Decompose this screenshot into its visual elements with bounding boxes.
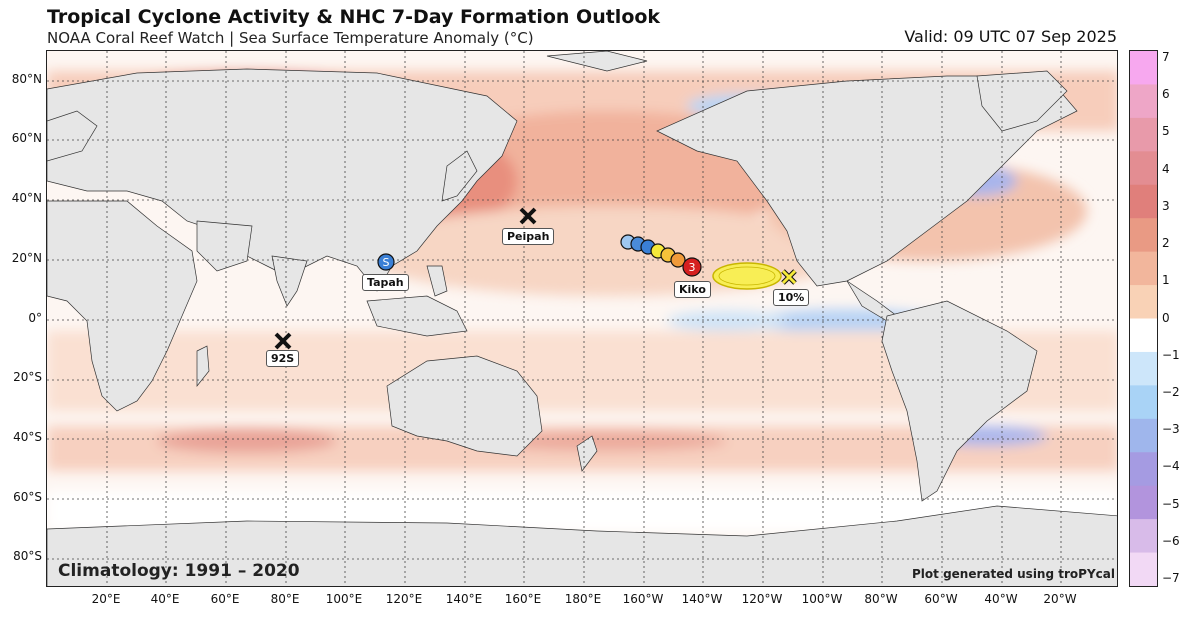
lat-label: 20°S	[13, 370, 42, 384]
colorbar-tick-label: 0	[1162, 310, 1170, 325]
colorbar-segment	[1130, 51, 1157, 85]
colorbar-tick-label: −5	[1162, 496, 1180, 511]
lon-label: 120°E	[385, 592, 423, 606]
climatology-note: Climatology: 1991 – 2020	[58, 561, 300, 581]
tapah-marker	[377, 253, 395, 271]
colorbar-tick-label: −1	[1162, 347, 1180, 362]
colorbar-tick-label: −2	[1162, 384, 1180, 399]
colorbar-tick-label: 3	[1162, 198, 1170, 213]
colorbar-tick-label: 7	[1162, 50, 1170, 64]
land-masses	[47, 51, 1117, 586]
colorbar-segment	[1130, 318, 1157, 353]
storm-label-92s: 92S	[266, 350, 300, 367]
chart-subtitle: NOAA Coral Reef Watch | Sea Surface Temp…	[47, 29, 534, 47]
lon-label: 80°E	[270, 592, 300, 606]
colorbar-tick-label: −7	[1162, 571, 1180, 585]
storm-label-kiko: Kiko	[674, 281, 711, 298]
lon-label: 40°E	[150, 592, 180, 606]
lat-label: 80°N	[11, 72, 42, 86]
lon-label: 80°W	[864, 592, 898, 606]
colorbar-tick-label: 6	[1162, 87, 1170, 102]
chart-title: Tropical Cyclone Activity & NHC 7-Day Fo…	[47, 6, 661, 28]
colorbar-segment	[1130, 452, 1157, 487]
outlook-label: 10%	[773, 289, 810, 306]
lat-label: 40°S	[13, 430, 42, 444]
lat-label: 0°	[28, 311, 42, 325]
kiko-current-position	[682, 257, 702, 277]
formation-outlook-area	[712, 262, 782, 290]
lon-label: 160°E	[504, 592, 542, 606]
colorbar-tick-label: −6	[1162, 533, 1180, 548]
plot-credit: Plot generated using troPYcal	[912, 567, 1115, 581]
lon-label: 160°W	[622, 592, 664, 606]
colorbar-segment	[1130, 485, 1157, 520]
colorbar-segment	[1130, 151, 1157, 186]
colorbar-tick-label: −3	[1162, 422, 1180, 437]
lon-label: 140°E	[445, 592, 483, 606]
lon-label: 40°W	[984, 592, 1018, 606]
kiko-track: 3	[620, 234, 702, 277]
storm-label-peipah: Peipah	[502, 228, 555, 245]
colorbar-tick-label: 5	[1162, 124, 1170, 139]
colorbar-segment	[1130, 385, 1157, 420]
lon-label: 100°W	[801, 592, 843, 606]
colorbar-tick-label: −4	[1162, 459, 1180, 474]
lon-label: 120°W	[741, 592, 783, 606]
lon-label: 20°E	[91, 592, 121, 606]
colorbar-tick-label: 2	[1162, 236, 1170, 251]
colorbar-segment	[1130, 552, 1157, 587]
colorbar-segment	[1130, 84, 1157, 119]
colorbar-tick-label: 1	[1162, 273, 1170, 288]
lon-label: 20°W	[1043, 592, 1077, 606]
lon-label: 100°E	[325, 592, 363, 606]
peipah-marker	[519, 207, 537, 225]
outlook-x-marker	[781, 269, 797, 285]
colorbar-segment	[1130, 218, 1157, 253]
storm-label-tapah: Tapah	[362, 274, 409, 291]
lat-label: 60°S	[13, 490, 42, 504]
lon-label: 60°E	[210, 592, 240, 606]
lon-label: 60°W	[924, 592, 958, 606]
lon-label: 140°W	[681, 592, 723, 606]
colorbar-segment	[1130, 285, 1157, 319]
svg-text:S: S	[383, 256, 390, 269]
colorbar-segment	[1130, 117, 1157, 152]
lat-label: 80°S	[13, 549, 42, 563]
graticule	[47, 51, 1117, 586]
invest-92s-marker	[274, 332, 292, 350]
lat-label: 20°N	[11, 251, 42, 265]
colorbar-segment	[1130, 251, 1157, 286]
world-map: 3 S	[47, 51, 1117, 586]
valid-time: Valid: 09 UTC 07 Sep 2025	[904, 27, 1117, 46]
lon-label: 180°E	[564, 592, 602, 606]
colorbar-segment	[1130, 418, 1157, 453]
colorbar-segment	[1130, 519, 1157, 554]
lat-label: 40°N	[11, 191, 42, 205]
map-panel: 3 S	[46, 50, 1118, 587]
lat-label: 60°N	[11, 131, 42, 145]
colorbar-segment	[1130, 184, 1157, 219]
colorbar	[1129, 50, 1158, 587]
colorbar-tick-label: 4	[1162, 161, 1170, 176]
svg-text:3: 3	[689, 261, 696, 274]
colorbar-segment	[1130, 351, 1157, 386]
